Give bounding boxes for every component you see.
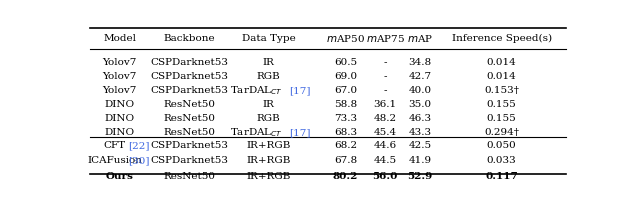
Text: 48.2: 48.2	[374, 114, 397, 123]
Text: 0.014: 0.014	[487, 72, 516, 81]
Text: $m$AP: $m$AP	[407, 33, 433, 44]
Text: IR+RGB: IR+RGB	[246, 172, 291, 181]
Text: CSPDarknet53: CSPDarknet53	[150, 86, 228, 95]
Text: 73.3: 73.3	[334, 114, 357, 123]
Text: 42.5: 42.5	[408, 141, 431, 150]
Text: CSPDarknet53: CSPDarknet53	[150, 141, 228, 150]
Text: DINO: DINO	[104, 100, 135, 109]
Text: Ours: Ours	[106, 172, 134, 181]
Text: 44.6: 44.6	[374, 141, 397, 150]
Text: ResNet50: ResNet50	[163, 128, 215, 137]
Text: 80.2: 80.2	[333, 172, 358, 181]
Text: CFT: CFT	[104, 141, 126, 150]
Text: TarDAL$_{CT}$: TarDAL$_{CT}$	[230, 126, 282, 139]
Text: Backbone: Backbone	[163, 33, 215, 43]
Text: CSPDarknet53: CSPDarknet53	[150, 72, 228, 81]
Text: -: -	[383, 72, 387, 81]
Text: TarDAL$_{CT}$: TarDAL$_{CT}$	[230, 84, 282, 97]
Text: 69.0: 69.0	[334, 72, 357, 81]
Text: 44.5: 44.5	[374, 156, 397, 165]
Text: 58.8: 58.8	[334, 100, 357, 109]
Text: 36.1: 36.1	[374, 100, 397, 109]
Text: 0.155: 0.155	[487, 114, 516, 123]
Text: 0.050: 0.050	[487, 141, 516, 150]
Text: 42.7: 42.7	[408, 72, 431, 81]
Text: [22]: [22]	[128, 141, 149, 150]
Text: 52.9: 52.9	[407, 172, 433, 181]
Text: RGB: RGB	[257, 114, 280, 123]
Text: RGB: RGB	[257, 72, 280, 81]
Text: $m$AP75: $m$AP75	[365, 33, 404, 44]
Text: 67.8: 67.8	[334, 156, 357, 165]
Text: 0.294†: 0.294†	[484, 128, 519, 137]
Text: 60.5: 60.5	[334, 58, 357, 67]
Text: 0.014: 0.014	[487, 58, 516, 67]
Text: 41.9: 41.9	[408, 156, 431, 165]
Text: CSPDarknet53: CSPDarknet53	[150, 156, 228, 165]
Text: 0.153†: 0.153†	[484, 86, 519, 95]
Text: 56.0: 56.0	[372, 172, 397, 181]
Text: IR: IR	[262, 58, 275, 67]
Text: 68.2: 68.2	[334, 141, 357, 150]
Text: IR+RGB: IR+RGB	[246, 141, 291, 150]
Text: DINO: DINO	[104, 128, 135, 137]
Text: [30]: [30]	[128, 156, 149, 165]
Text: Yolov7: Yolov7	[102, 58, 137, 67]
Text: -: -	[383, 58, 387, 67]
Text: -: -	[383, 86, 387, 95]
Text: $m$AP50: $m$AP50	[326, 33, 365, 44]
Text: [17]: [17]	[289, 128, 310, 137]
Text: CSPDarknet53: CSPDarknet53	[150, 58, 228, 67]
Text: 0.117: 0.117	[485, 172, 518, 181]
Text: 35.0: 35.0	[408, 100, 431, 109]
Text: Yolov7: Yolov7	[102, 86, 137, 95]
Text: Inference Speed(s): Inference Speed(s)	[452, 33, 552, 43]
Text: [17]: [17]	[289, 86, 310, 95]
Text: ICAFusion: ICAFusion	[87, 156, 142, 165]
Text: Yolov7: Yolov7	[102, 72, 137, 81]
Text: 68.3: 68.3	[334, 128, 357, 137]
Text: IR: IR	[262, 100, 275, 109]
Text: DINO: DINO	[104, 114, 135, 123]
Text: ResNet50: ResNet50	[163, 114, 215, 123]
Text: 43.3: 43.3	[408, 128, 431, 137]
Text: 0.155: 0.155	[487, 100, 516, 109]
Text: 40.0: 40.0	[408, 86, 431, 95]
Text: 0.033: 0.033	[487, 156, 516, 165]
Text: Model: Model	[103, 33, 136, 43]
Text: 46.3: 46.3	[408, 114, 431, 123]
Text: Data Type: Data Type	[242, 33, 295, 43]
Text: ResNet50: ResNet50	[163, 100, 215, 109]
Text: IR+RGB: IR+RGB	[246, 156, 291, 165]
Text: 67.0: 67.0	[334, 86, 357, 95]
Text: ResNet50: ResNet50	[163, 172, 215, 181]
Text: 34.8: 34.8	[408, 58, 431, 67]
Text: 45.4: 45.4	[374, 128, 397, 137]
